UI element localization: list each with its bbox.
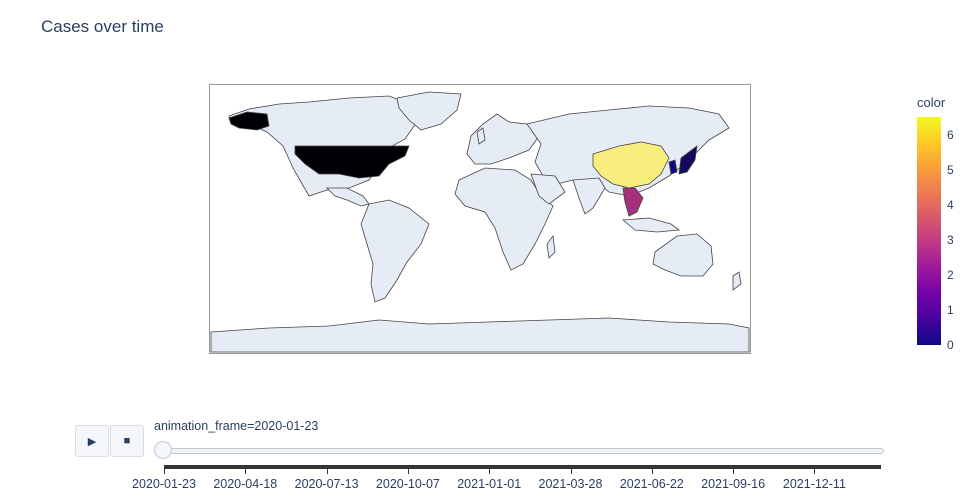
slider-tick-label[interactable]: 2020-07-13 [294, 477, 359, 491]
colorbar [917, 117, 941, 345]
world-map[interactable] [209, 84, 751, 354]
land-indonesia[interactable] [621, 217, 681, 233]
map-svg[interactable] [209, 84, 751, 354]
slider-tick-mark [326, 469, 328, 474]
slider-tick-mark [570, 469, 572, 474]
slider-tick-label[interactable]: 2021-01-01 [457, 477, 522, 491]
land-arabia[interactable] [530, 173, 566, 205]
slider-tickbar [164, 465, 881, 469]
slider-tick-label[interactable]: 2020-10-07 [375, 477, 440, 491]
slider-tick-label[interactable]: 2021-06-22 [619, 477, 684, 491]
land-australia[interactable] [652, 233, 714, 277]
country-thailand[interactable] [622, 187, 644, 217]
chart-title: Cases over time [41, 17, 164, 36]
slider-tick-mark [733, 469, 735, 474]
current-frame-label: animation_frame=2020-01-23 [154, 419, 319, 433]
slider-tick-label[interactable]: 2020-01-23 [132, 477, 196, 491]
slider-tick-mark [407, 469, 409, 474]
colorbar-tick-label: 4 [947, 197, 954, 212]
country-alaska[interactable] [228, 111, 270, 131]
slider-tick-mark [489, 469, 491, 474]
colorbar-tick-label: 3 [947, 232, 954, 247]
slider-rail[interactable] [164, 448, 884, 454]
slider-tick-label[interactable]: 2021-09-16 [701, 477, 766, 491]
country-south-korea[interactable] [668, 159, 678, 175]
land-india[interactable] [572, 177, 606, 215]
land-africa[interactable] [454, 167, 554, 271]
slider-handle[interactable] [154, 441, 172, 459]
land-south-america[interactable] [360, 199, 430, 303]
land-uk[interactable] [476, 127, 486, 145]
country-china[interactable] [592, 141, 670, 189]
colorbar-tick-label: 5 [947, 162, 954, 177]
country-united-states[interactable] [294, 145, 410, 179]
colorbar-tick-label: 6 [947, 127, 954, 142]
play-button[interactable]: ▶ [75, 425, 109, 457]
land-antarctica[interactable] [210, 317, 750, 353]
colorbar-tick-label: 1 [947, 302, 954, 317]
slider-tick-mark [814, 469, 816, 474]
stop-icon: ■ [123, 435, 131, 447]
slider-tick-mark [651, 469, 653, 474]
country-japan[interactable] [678, 145, 698, 175]
slider-tick-label[interactable]: 2020-04-18 [213, 477, 278, 491]
land-madagascar[interactable] [546, 234, 556, 259]
slider-tick-mark [245, 469, 247, 474]
slider-tick-label[interactable]: 2021-03-28 [538, 477, 603, 491]
land-greenland[interactable] [396, 91, 462, 131]
land-central-america[interactable] [326, 187, 370, 207]
slider-tick-mark [164, 469, 165, 474]
colorbar-tick-label: 2 [947, 267, 954, 282]
land-new-zealand[interactable] [732, 271, 742, 291]
colorbar-tick-label: 0 [947, 338, 954, 352]
play-icon: ▶ [87, 435, 97, 448]
colorbar-title: color [917, 95, 946, 110]
slider-tick-label[interactable]: 2021-12-11 [782, 477, 846, 491]
stop-button[interactable]: ■ [110, 425, 144, 457]
